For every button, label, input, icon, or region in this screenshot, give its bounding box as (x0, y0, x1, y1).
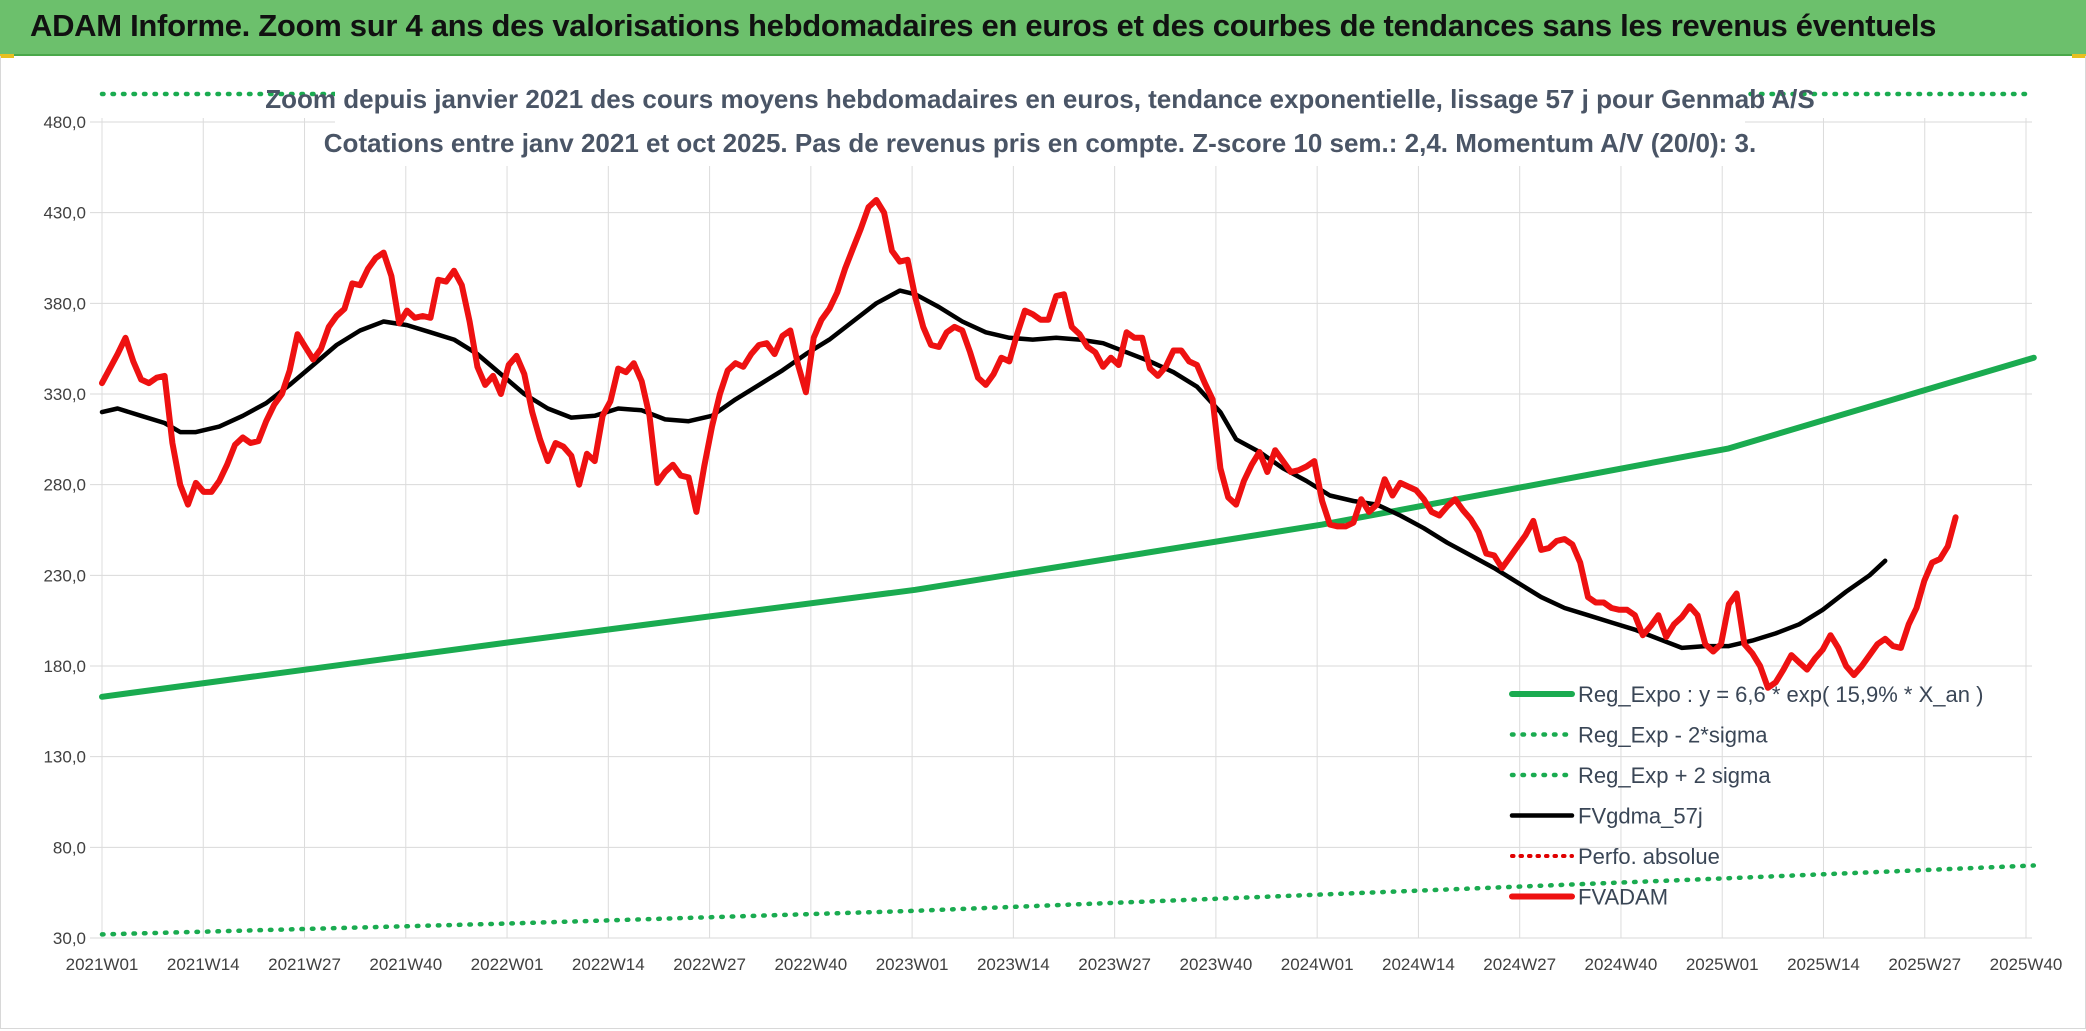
banner-accent-left (0, 54, 14, 58)
legend-item-fvadam: FVADAM (1509, 885, 1668, 910)
legend-label: Reg_Exp - 2*sigma (1578, 723, 1768, 748)
legend-item-reg-plus-2sigma: Reg_Exp + 2 sigma (1509, 763, 1771, 788)
legend-item-reg-expo: Reg_Expo : y = 6,6 * exp( 15,9% * X_an ) (1509, 682, 1983, 707)
y-tick-label: 80,0 (53, 838, 86, 857)
title-background (335, 74, 1745, 166)
x-tick-label: 2022W40 (774, 955, 847, 974)
y-tick-label: 180,0 (43, 657, 86, 676)
series-fvgdma-57j (99, 288, 1888, 651)
x-tick-label: 2022W01 (471, 955, 544, 974)
y-tick-label: 30,0 (53, 929, 86, 948)
legend-label: Perfo. absolue (1578, 844, 1720, 869)
y-tick-label: 430,0 (43, 204, 86, 223)
x-tick-label: 2021W01 (66, 955, 139, 974)
chart-title-block: Zoom depuis janvier 2021 des cours moyen… (265, 74, 1815, 166)
legend: Reg_Expo : y = 6,6 * exp( 15,9% * X_an )… (1509, 682, 1983, 910)
x-tick-label: 2021W27 (268, 955, 341, 974)
legend-label: Reg_Exp + 2 sigma (1578, 763, 1771, 788)
x-axis-ticks: 2021W01 2021W14 2021W27 2021W40 2022W01 2022W… (66, 955, 2063, 974)
x-tick-label: 2021W14 (167, 955, 240, 974)
y-tick-label: 130,0 (43, 748, 86, 767)
legend-label: FVADAM (1578, 885, 1668, 910)
x-tick-label: 2025W14 (1787, 955, 1860, 974)
x-tick-label: 2022W27 (673, 955, 746, 974)
series-layer (99, 91, 2037, 937)
x-tick-label: 2023W14 (977, 955, 1050, 974)
banner-accent-right (2072, 54, 2086, 58)
series-reg-minus-2sigma (99, 863, 2037, 937)
grid-lines (90, 118, 2032, 939)
x-tick-label: 2023W01 (876, 955, 949, 974)
report-banner: ADAM Informe. Zoom sur 4 ans des valoris… (0, 0, 2086, 58)
x-tick-label: 2025W40 (1990, 955, 2063, 974)
y-tick-label: 330,0 (43, 385, 86, 404)
y-tick-label: 480,0 (43, 113, 86, 132)
y-tick-label: 230,0 (43, 566, 86, 585)
x-tick-label: 2022W14 (572, 955, 645, 974)
legend-item-fvgdma-57j: FVgdma_57j (1509, 804, 1703, 829)
legend-item-reg-minus-2sigma: Reg_Exp - 2*sigma (1509, 723, 1768, 748)
legend-label: FVgdma_57j (1578, 804, 1703, 829)
chart-subtitle: Cotations entre janv 2021 et oct 2025. P… (324, 128, 1756, 158)
series-reg-expo (99, 354, 2037, 700)
legend-item-perfo-absolue: Perfo. absolue (1510, 844, 1720, 869)
series-fvadam (99, 197, 1959, 691)
x-tick-label: 2023W40 (1180, 955, 1253, 974)
y-axis-ticks: 30,0 80,0 130,0 180,0 230,0 280,0 330,0 380,0 43… (43, 113, 86, 948)
x-tick-label: 2023W27 (1078, 955, 1151, 974)
x-tick-label: 2024W27 (1483, 955, 1556, 974)
chart-title: Zoom depuis janvier 2021 des cours moyen… (265, 84, 1814, 114)
x-tick-label: 2024W14 (1382, 955, 1455, 974)
y-tick-label: 280,0 (43, 476, 86, 495)
x-tick-label: 2024W01 (1281, 955, 1354, 974)
x-tick-label: 2024W40 (1585, 955, 1658, 974)
report-title: ADAM Informe. Zoom sur 4 ans des valoris… (30, 8, 1937, 43)
y-tick-label: 380,0 (43, 294, 86, 313)
x-tick-label: 2021W40 (369, 955, 442, 974)
x-tick-label: 2025W01 (1686, 955, 1759, 974)
x-tick-label: 2025W27 (1888, 955, 1961, 974)
legend-label: Reg_Expo : y = 6,6 * exp( 15,9% * X_an ) (1578, 682, 1983, 707)
